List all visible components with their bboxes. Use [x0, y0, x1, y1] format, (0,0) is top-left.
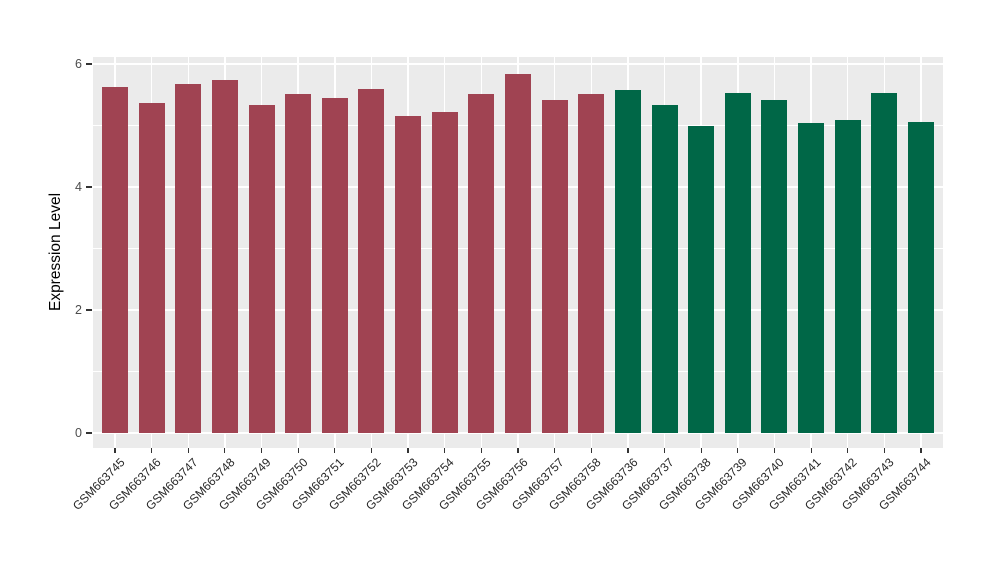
bar-GSM663742: [834, 119, 861, 433]
x-tick-mark: [590, 448, 592, 453]
bar-GSM663748: [211, 79, 238, 433]
x-tick-mark: [260, 448, 263, 453]
plot-panel: [93, 57, 943, 448]
y-axis-title: Expression Level: [47, 192, 64, 312]
y-tick-label: 0: [75, 425, 82, 440]
x-tick-mark: [700, 448, 702, 453]
bar-GSM663737: [651, 104, 678, 433]
y-tick-mark: [86, 186, 92, 188]
x-tick-mark: [187, 448, 189, 453]
x-tick-mark: [847, 448, 849, 453]
y-tick-label: 6: [75, 56, 82, 71]
x-tick-mark: [114, 448, 116, 453]
x-tick-mark: [773, 448, 776, 453]
bar-GSM663744: [908, 121, 935, 433]
x-tick-mark: [627, 448, 629, 453]
x-tick-mark: [737, 448, 739, 453]
bar-GSM663738: [688, 126, 715, 433]
x-tick-mark: [554, 448, 556, 453]
bar-GSM663758: [578, 94, 605, 433]
y-tick-label: 4: [75, 179, 82, 194]
bar-GSM663757: [541, 100, 568, 433]
bar-GSM663746: [138, 102, 165, 433]
x-tick-mark: [224, 448, 226, 453]
bar-GSM663741: [798, 123, 825, 433]
x-tick-mark: [334, 448, 336, 453]
x-tick-mark: [151, 448, 153, 453]
bar-GSM663745: [101, 86, 128, 433]
y-tick-label: 2: [75, 302, 82, 317]
x-tick-mark: [663, 448, 666, 453]
bar-GSM663747: [175, 83, 202, 433]
bar-GSM663739: [724, 92, 751, 433]
x-tick-mark: [444, 448, 446, 453]
bar-GSM663740: [761, 100, 788, 433]
bar-GSM663752: [358, 89, 385, 433]
y-tick-mark: [86, 309, 92, 311]
x-tick-mark: [810, 448, 812, 453]
x-tick-mark: [407, 448, 409, 453]
x-tick-mark: [883, 448, 885, 453]
x-tick-mark: [920, 448, 922, 453]
bar-GSM663736: [614, 90, 641, 433]
x-tick-mark: [370, 448, 373, 453]
x-tick-mark: [517, 448, 519, 453]
bar-GSM663743: [871, 92, 898, 433]
bar-GSM663755: [468, 93, 495, 433]
bar-GSM663749: [248, 104, 275, 433]
bar-GSM663756: [505, 74, 531, 433]
x-tick-mark: [480, 448, 482, 453]
y-tick-mark: [86, 63, 92, 65]
bar-GSM663750: [285, 93, 312, 433]
bar-GSM663751: [321, 97, 348, 433]
bar-GSM663754: [431, 111, 458, 433]
x-tick-mark: [297, 448, 299, 453]
bar-GSM663753: [395, 116, 422, 433]
y-tick-mark: [86, 432, 92, 434]
